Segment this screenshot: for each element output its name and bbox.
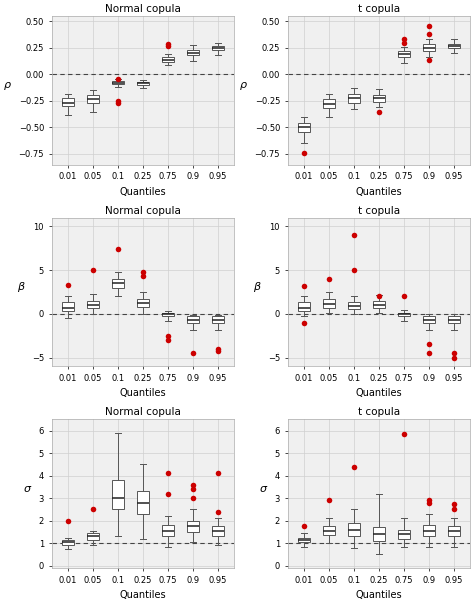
Y-axis label: σ: σ [24,484,31,493]
PathPatch shape [447,43,460,48]
Title: Normal copula: Normal copula [105,407,181,417]
PathPatch shape [137,82,149,85]
PathPatch shape [187,316,199,323]
PathPatch shape [112,480,124,509]
X-axis label: Quantiles: Quantiles [356,388,402,399]
PathPatch shape [162,57,174,62]
PathPatch shape [398,313,410,316]
Y-axis label: β: β [253,282,260,292]
Title: Normal copula: Normal copula [105,4,181,14]
PathPatch shape [348,523,360,536]
PathPatch shape [398,51,410,57]
PathPatch shape [211,526,224,536]
PathPatch shape [398,530,410,539]
PathPatch shape [87,533,99,540]
Title: t copula: t copula [358,205,400,216]
PathPatch shape [87,95,99,103]
PathPatch shape [298,123,310,132]
PathPatch shape [298,538,310,542]
X-axis label: Quantiles: Quantiles [356,590,402,600]
PathPatch shape [62,303,74,311]
X-axis label: Quantiles: Quantiles [119,388,166,399]
PathPatch shape [423,525,435,536]
PathPatch shape [323,526,335,535]
X-axis label: Quantiles: Quantiles [119,187,166,197]
PathPatch shape [447,526,460,536]
PathPatch shape [323,299,335,307]
PathPatch shape [137,492,149,514]
Title: t copula: t copula [358,4,400,14]
PathPatch shape [298,303,310,311]
PathPatch shape [62,541,74,545]
PathPatch shape [112,279,124,288]
PathPatch shape [162,313,174,316]
PathPatch shape [187,521,199,532]
PathPatch shape [112,81,124,84]
PathPatch shape [187,50,199,56]
PathPatch shape [137,299,149,307]
PathPatch shape [373,527,385,541]
PathPatch shape [211,316,224,323]
PathPatch shape [423,44,435,51]
Y-axis label: ρ: ρ [4,80,11,91]
PathPatch shape [348,301,360,309]
X-axis label: Quantiles: Quantiles [356,187,402,197]
PathPatch shape [87,301,99,307]
PathPatch shape [211,46,224,50]
PathPatch shape [423,316,435,323]
PathPatch shape [447,316,460,324]
PathPatch shape [348,94,360,103]
Title: t copula: t copula [358,407,400,417]
X-axis label: Quantiles: Quantiles [119,590,166,600]
Y-axis label: σ: σ [260,484,267,493]
Y-axis label: β: β [17,282,24,292]
PathPatch shape [162,525,174,536]
PathPatch shape [373,95,385,102]
PathPatch shape [323,99,335,108]
PathPatch shape [62,98,74,106]
Title: Normal copula: Normal copula [105,205,181,216]
PathPatch shape [373,301,385,307]
Y-axis label: ρ: ρ [240,80,247,91]
